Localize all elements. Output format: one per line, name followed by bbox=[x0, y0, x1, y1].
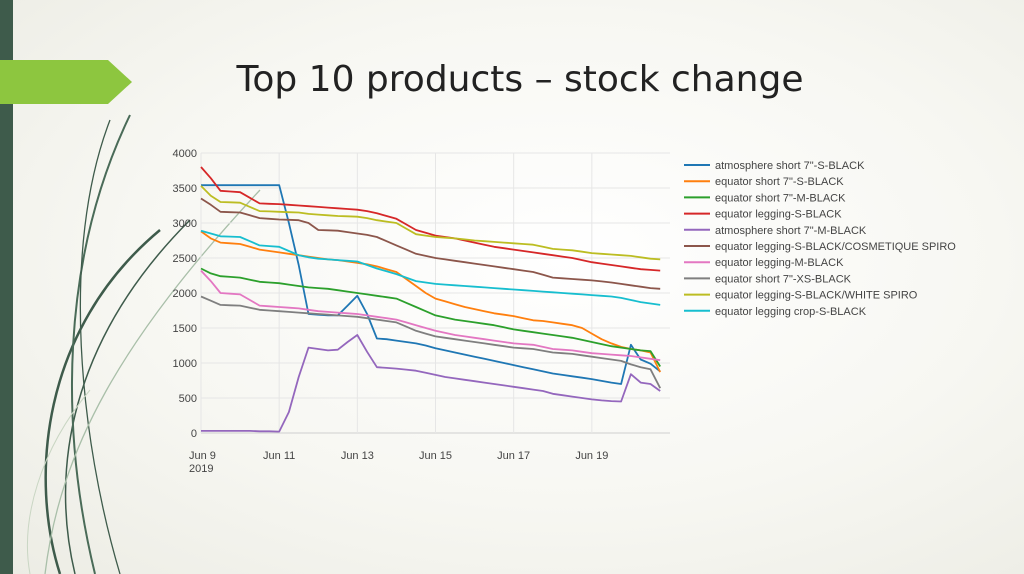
y-tick-label: 4000 bbox=[173, 148, 197, 160]
series-line-1 bbox=[200, 230, 662, 373]
legend-label-1[interactable]: equator short 7"-S-BLACK bbox=[715, 176, 844, 188]
legend-label-8[interactable]: equator legging-S-BLACK/WHITE SPIRO bbox=[715, 290, 918, 302]
y-tick-label: 3000 bbox=[173, 218, 197, 230]
series-line-8 bbox=[200, 185, 661, 261]
series-line-7 bbox=[200, 295, 662, 389]
series-line-6 bbox=[200, 269, 661, 362]
legend-label-4[interactable]: atmosphere short 7"-M-BLACK bbox=[715, 225, 867, 237]
legend-label-0[interactable]: atmosphere short 7"-S-BLACK bbox=[715, 160, 865, 172]
legend-label-2[interactable]: equator short 7"-M-BLACK bbox=[715, 192, 846, 204]
x-tick-sublabel: 2019 bbox=[189, 463, 213, 475]
series-line-5 bbox=[200, 197, 661, 290]
x-tick-label: Jun 19 bbox=[575, 450, 608, 462]
x-tick-label: Jun 15 bbox=[419, 450, 452, 462]
x-tick-label: Jun 17 bbox=[497, 450, 530, 462]
legend-label-6[interactable]: equator legging-M-BLACK bbox=[715, 257, 844, 269]
x-tick-label: Jun 13 bbox=[341, 450, 374, 462]
legend-label-7[interactable]: equator short 7"-XS-BLACK bbox=[715, 273, 852, 285]
series-line-3 bbox=[200, 166, 661, 272]
y-tick-label: 0 bbox=[191, 428, 197, 440]
series-line-0 bbox=[201, 184, 661, 385]
legend-label-9[interactable]: equator legging crop-S-BLACK bbox=[715, 306, 867, 318]
legend-label-3[interactable]: equator legging-S-BLACK bbox=[715, 209, 842, 221]
x-tick-label: Jun 11 bbox=[263, 450, 295, 462]
series-line-4 bbox=[201, 334, 661, 433]
left-accent-band bbox=[0, 0, 13, 574]
series-line-9 bbox=[200, 229, 661, 306]
slide-title: Top 10 products – stock change bbox=[236, 59, 804, 100]
legend-label-5[interactable]: equator legging-S-BLACK/COSMETIQUE SPIRO bbox=[715, 241, 956, 253]
y-tick-label: 1500 bbox=[173, 323, 197, 335]
y-tick-label: 2000 bbox=[173, 288, 197, 300]
y-tick-label: 1000 bbox=[173, 358, 197, 370]
y-tick-label: 3500 bbox=[173, 183, 197, 195]
y-tick-label: 500 bbox=[179, 393, 197, 405]
y-tick-label: 2500 bbox=[173, 253, 197, 265]
series-line-2 bbox=[200, 267, 661, 367]
title-arrow-shape bbox=[0, 60, 132, 104]
x-tick-label: Jun 9 bbox=[189, 450, 216, 462]
